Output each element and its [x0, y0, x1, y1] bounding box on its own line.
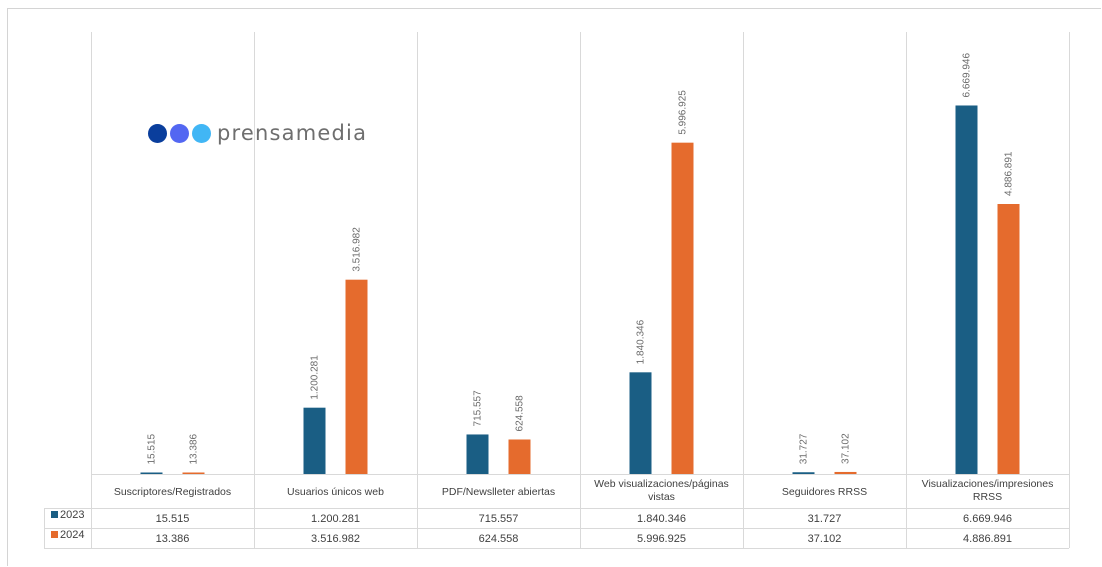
data-label: 624.558 — [515, 395, 526, 432]
table-value: 15.515 — [156, 513, 190, 525]
data-label: 1.200.281 — [310, 355, 321, 400]
category-label: Web visualizaciones/páginas — [594, 478, 729, 490]
bar-2023-5 — [792, 472, 815, 474]
data-label: 13.386 — [189, 433, 200, 464]
bar-2023-3 — [466, 434, 489, 474]
category-label: vistas — [648, 491, 675, 503]
category-label: PDF/Newslleter abiertas — [442, 486, 555, 498]
table-value: 1.840.346 — [637, 513, 686, 525]
bar-2023-2 — [303, 407, 326, 474]
category-label: RRSS — [973, 491, 1002, 503]
bar-2023-1 — [140, 472, 163, 474]
data-label: 31.727 — [799, 433, 810, 464]
table-value: 13.386 — [156, 533, 190, 545]
legend-key-2023 — [51, 511, 58, 518]
table-value: 6.669.946 — [963, 513, 1012, 525]
data-label: 15.515 — [147, 433, 158, 464]
bar-2023-4 — [629, 372, 652, 474]
data-label: 1.840.346 — [636, 319, 647, 364]
category-label: Usuarios únicos web — [287, 486, 384, 498]
logo-dot-2 — [170, 123, 189, 143]
data-label: 4.886.891 — [1004, 151, 1015, 196]
legend-label: 2024 — [60, 529, 84, 541]
data-label: 3.516.982 — [352, 227, 363, 272]
chart-frame — [7, 8, 1101, 566]
data-label: 37.102 — [841, 433, 852, 464]
data-label: 715.557 — [473, 390, 484, 427]
prensamedia-logo: prensamedia — [148, 121, 367, 145]
logo-dot-3 — [192, 123, 211, 143]
bar-2024-3 — [508, 439, 531, 474]
table-value: 624.558 — [479, 533, 519, 545]
bar-2024-6 — [997, 203, 1020, 474]
category-label: Visualizaciones/impresiones — [922, 478, 1054, 490]
bar-2024-2 — [345, 279, 368, 474]
bar-2024-5 — [834, 471, 857, 474]
bar-2023-6 — [955, 105, 978, 475]
legend-key-2024 — [51, 531, 58, 538]
bar-2024-1 — [182, 472, 205, 474]
logo-text: prensamedia — [217, 121, 368, 145]
bar-2024-4 — [671, 142, 694, 474]
table-value: 31.727 — [808, 513, 842, 525]
legend-label: 2023 — [60, 509, 84, 521]
table-value: 37.102 — [808, 533, 842, 545]
table-value: 1.200.281 — [311, 513, 360, 525]
table-value: 715.557 — [479, 513, 519, 525]
category-label: Seguidores RRSS — [782, 486, 867, 498]
table-value: 4.886.891 — [963, 533, 1012, 545]
table-value: 3.516.982 — [311, 533, 360, 545]
logo-dot-1 — [148, 123, 167, 143]
data-label: 5.996.925 — [678, 90, 689, 135]
table-value: 5.996.925 — [637, 533, 686, 545]
category-label: Suscriptores/Registrados — [114, 486, 231, 498]
data-label: 6.669.946 — [962, 53, 973, 98]
